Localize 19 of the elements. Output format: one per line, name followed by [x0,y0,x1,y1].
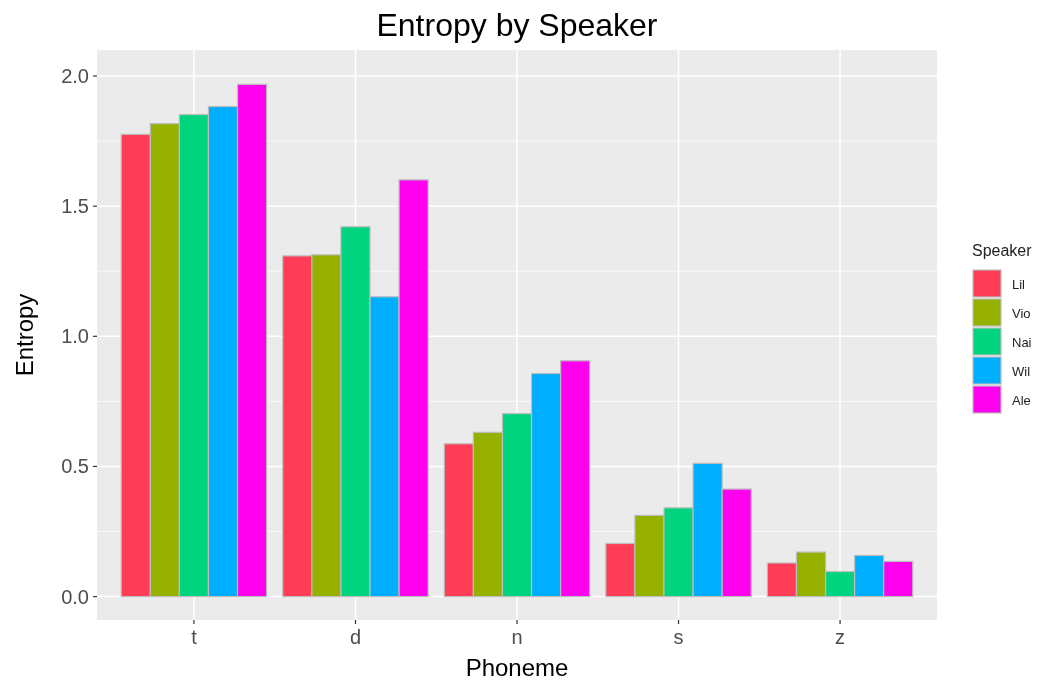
x-tick-label: z [835,626,846,648]
y-tick-label: 1.5 [61,195,89,218]
chart-title: Entropy by Speaker [376,7,658,43]
x-tick-label: n [511,626,523,648]
legend-label: Ale [1012,392,1031,408]
y-tick-label: 0.0 [61,585,89,608]
x-tick-label: t [191,626,198,648]
y-tick-label: 0.5 [61,455,89,478]
x-tick-label: d [349,626,362,648]
y-axis-title: Entropy [11,293,38,377]
legend-label: Lil [1012,276,1026,292]
legend-label: Wil [1012,363,1031,379]
x-axis-title: Phoneme [465,654,569,681]
legend-label: Nai [1012,334,1032,350]
y-tick-label: 1.0 [61,325,89,348]
legend-title: Speaker [972,242,1033,259]
legend-label: Vio [1012,305,1031,321]
y-tick-label: 2.0 [61,65,89,88]
x-tick-label: s [673,626,684,648]
